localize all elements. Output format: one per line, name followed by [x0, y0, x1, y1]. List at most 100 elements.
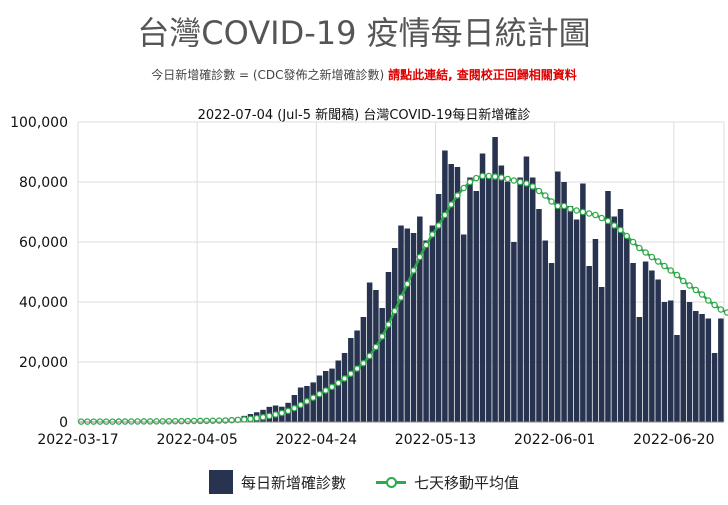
bar[interactable]: [686, 302, 693, 422]
bar[interactable]: [391, 248, 398, 422]
bar[interactable]: [523, 156, 530, 423]
moving-average-point[interactable]: [579, 208, 587, 216]
bar[interactable]: [655, 279, 661, 423]
moving-average-point[interactable]: [504, 175, 511, 183]
moving-average-point[interactable]: [654, 258, 662, 265]
moving-average-point[interactable]: [266, 412, 273, 420]
moving-average-point[interactable]: [441, 211, 449, 219]
bar[interactable]: [642, 261, 649, 423]
bar[interactable]: [398, 225, 404, 423]
moving-average-point[interactable]: [197, 417, 204, 425]
moving-average-point[interactable]: [134, 418, 141, 425]
bar[interactable]: [617, 209, 624, 422]
bar[interactable]: [630, 263, 636, 422]
bar[interactable]: [624, 237, 630, 423]
moving-average-point[interactable]: [460, 184, 467, 192]
bar[interactable]: [661, 302, 668, 422]
moving-average-point[interactable]: [278, 409, 286, 417]
moving-average-point[interactable]: [385, 321, 392, 328]
bar[interactable]: [699, 314, 705, 422]
bar[interactable]: [705, 318, 712, 423]
moving-average-point[interactable]: [617, 226, 624, 234]
bar[interactable]: [423, 240, 429, 423]
moving-average-point[interactable]: [466, 178, 474, 186]
moving-average-point[interactable]: [404, 280, 411, 288]
bar[interactable]: [479, 153, 486, 423]
bar[interactable]: [454, 167, 461, 422]
moving-average-point[interactable]: [372, 343, 380, 351]
moving-average-point[interactable]: [322, 387, 329, 394]
moving-average-point[interactable]: [153, 418, 160, 425]
moving-average-point[interactable]: [529, 183, 536, 190]
bar[interactable]: [517, 177, 523, 423]
moving-average-point[interactable]: [705, 297, 712, 304]
moving-average-point[interactable]: [435, 222, 442, 229]
bar[interactable]: [586, 266, 592, 422]
moving-average-point[interactable]: [636, 244, 643, 252]
moving-average-point[interactable]: [309, 394, 317, 401]
bar[interactable]: [404, 228, 411, 423]
moving-average-point[interactable]: [573, 207, 580, 214]
bar[interactable]: [417, 216, 423, 423]
bar[interactable]: [674, 335, 680, 422]
bar[interactable]: [611, 216, 617, 423]
moving-average-point[interactable]: [253, 414, 260, 422]
bar[interactable]: [542, 240, 549, 423]
moving-average-point[interactable]: [604, 217, 612, 225]
moving-average-point[interactable]: [335, 379, 342, 387]
bar[interactable]: [310, 382, 316, 422]
moving-average-point[interactable]: [128, 418, 135, 425]
bar[interactable]: [429, 225, 436, 423]
moving-average-point[interactable]: [297, 401, 304, 409]
bar[interactable]: [567, 206, 574, 422]
bar[interactable]: [693, 311, 699, 422]
moving-average-point[interactable]: [454, 192, 461, 199]
moving-average-point[interactable]: [447, 201, 455, 208]
moving-average-point[interactable]: [209, 417, 217, 424]
moving-average-point[interactable]: [679, 277, 687, 285]
bar[interactable]: [718, 318, 724, 423]
bar[interactable]: [379, 308, 385, 422]
bar[interactable]: [473, 191, 480, 422]
moving-average-point[interactable]: [429, 231, 436, 238]
bar[interactable]: [598, 287, 605, 422]
moving-average-point[interactable]: [554, 202, 562, 210]
moving-average-point[interactable]: [247, 415, 254, 423]
bar[interactable]: [467, 177, 473, 423]
moving-average-point[interactable]: [272, 411, 279, 418]
moving-average-point[interactable]: [397, 294, 405, 301]
bar[interactable]: [529, 177, 536, 423]
bar[interactable]: [504, 182, 511, 422]
bar[interactable]: [561, 182, 567, 422]
bar[interactable]: [329, 368, 335, 422]
moving-average-point[interactable]: [479, 172, 486, 180]
bar[interactable]: [667, 300, 674, 423]
moving-average-point[interactable]: [535, 187, 543, 195]
bar[interactable]: [316, 375, 323, 423]
bar[interactable]: [366, 282, 373, 423]
bar[interactable]: [341, 353, 348, 422]
moving-average-point[interactable]: [692, 286, 700, 294]
bar[interactable]: [580, 183, 586, 423]
moving-average-point[interactable]: [341, 375, 348, 382]
moving-average-point[interactable]: [190, 417, 198, 425]
bar[interactable]: [448, 164, 454, 422]
moving-average-point[interactable]: [316, 390, 323, 398]
moving-average-point[interactable]: [416, 253, 424, 261]
moving-average-point[interactable]: [711, 301, 718, 309]
moving-average-point[interactable]: [291, 404, 298, 412]
bar[interactable]: [322, 371, 329, 422]
bar[interactable]: [486, 174, 492, 423]
moving-average-point[interactable]: [485, 172, 493, 180]
moving-average-point[interactable]: [259, 413, 267, 421]
bar[interactable]: [492, 137, 498, 422]
legend-item-daily[interactable]: 每日新增確診數: [208, 470, 346, 494]
moving-average-point[interactable]: [328, 383, 336, 391]
bar[interactable]: [498, 165, 505, 423]
moving-average-point[interactable]: [159, 418, 166, 425]
moving-average-point[interactable]: [510, 177, 518, 184]
moving-average-point[interactable]: [347, 370, 355, 377]
moving-average-point[interactable]: [629, 238, 637, 246]
bar[interactable]: [335, 360, 342, 423]
bar[interactable]: [435, 194, 442, 422]
